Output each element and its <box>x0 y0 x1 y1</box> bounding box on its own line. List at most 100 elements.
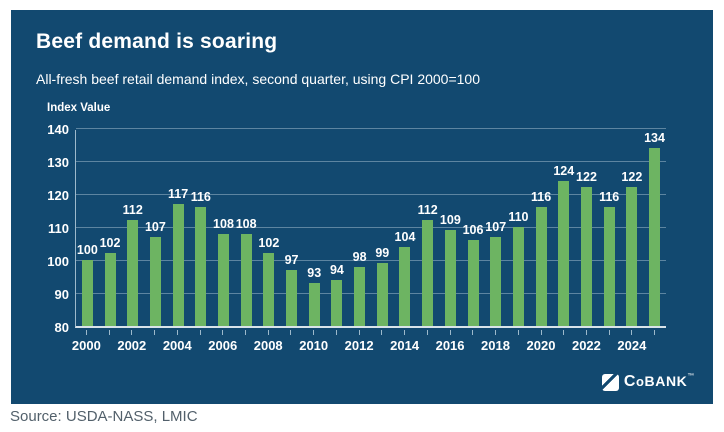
bar-slot-2009: 97 <box>280 130 303 326</box>
x-tick-2000 <box>75 330 98 335</box>
x-tick-label-2018: 2018 <box>481 338 510 353</box>
x-tick-2015 <box>416 330 439 335</box>
bar-slot-2018: 107 <box>484 130 507 326</box>
bar-value-label-2016: 109 <box>439 213 461 228</box>
bar-value-label-2011: 94 <box>329 262 344 277</box>
bar-value-label-2005: 116 <box>190 190 211 205</box>
x-tick-label-2022: 2022 <box>571 338 601 353</box>
bar-value-label-2024: 122 <box>621 170 643 185</box>
cobank-logo: CoBANK™ <box>601 373 695 391</box>
x-tick-label-2020: 2020 <box>526 338 556 353</box>
bar-slot-2008: 102 <box>258 130 281 326</box>
x-tick-2010 <box>302 330 325 335</box>
bar-slot-2010: 93 <box>303 130 326 326</box>
bar-slot-2025: 134 <box>643 130 666 326</box>
y-axis-labels: 80 90 100 110 120 130 140 <box>25 122 69 335</box>
bar-value-label-2004: 117 <box>168 186 189 201</box>
bar-value-label-2012: 98 <box>352 249 367 264</box>
x-tick-2002 <box>120 330 143 335</box>
y-axis-title: Index Value <box>47 102 111 114</box>
bar-value-label-2009: 97 <box>284 252 299 267</box>
bar-value-label-2000: 100 <box>76 243 98 257</box>
chart-subtitle: All-fresh beef retail demand index, seco… <box>36 71 481 87</box>
x-tick-label-2000: 2000 <box>71 338 101 353</box>
y-tick-label-80: 80 <box>54 320 69 335</box>
x-tick-2008 <box>257 330 280 335</box>
logo-letter-c: C <box>623 373 636 390</box>
x-ticks-row <box>75 330 666 335</box>
x-tick-label-2004: 2004 <box>162 338 192 353</box>
bar-2000 <box>81 260 93 326</box>
bar-2024 <box>626 187 638 326</box>
bar-value-label-2010: 93 <box>307 266 322 281</box>
logo-letters-bank: BANK <box>644 373 688 389</box>
bar-slot-2016: 109 <box>439 130 462 326</box>
bar-slot-2005: 116 <box>189 130 212 326</box>
x-tick-2024 <box>621 330 644 335</box>
bar-2018 <box>490 236 502 326</box>
bar-2006 <box>217 233 229 326</box>
x-tick-2020 <box>530 330 553 335</box>
bar-slot-2020: 116 <box>530 130 553 326</box>
source-citation: Source: USDA-NASS, LMIC <box>10 408 198 425</box>
bar-slot-2022: 122 <box>575 130 598 326</box>
bar-value-label-2021: 124 <box>553 163 575 178</box>
bar-value-label-2013: 99 <box>375 246 390 261</box>
trademark-symbol: ™ <box>687 373 695 380</box>
bar-slot-2014: 104 <box>394 130 417 326</box>
x-tick-label-2012: 2012 <box>344 338 374 353</box>
x-tick-2011 <box>325 330 348 335</box>
bar-value-label-2015: 112 <box>417 203 438 218</box>
x-tick-2006 <box>211 330 234 335</box>
bar-value-label-2002: 112 <box>122 203 143 218</box>
bar-2008 <box>263 253 275 326</box>
bar-2022 <box>580 187 592 326</box>
plot-area: 100 102 112 107 117 116 108 108 102 97 93 94 98 99 104… <box>75 128 666 328</box>
x-tick-2004 <box>166 330 189 335</box>
x-tick-label-2008: 2008 <box>253 338 283 353</box>
bar-value-label-2001: 102 <box>99 236 121 251</box>
bar-2004 <box>172 203 184 326</box>
bar-slot-2007: 108 <box>235 130 258 326</box>
bar-slot-2015: 112 <box>416 130 439 326</box>
bar-value-label-2006: 108 <box>213 216 234 231</box>
bar-2025 <box>649 147 661 326</box>
gridline-110 <box>76 227 666 228</box>
bar-slot-2006: 108 <box>212 130 235 326</box>
bar-2020 <box>535 207 547 326</box>
bar-2021 <box>558 180 570 326</box>
bar-value-label-2020: 116 <box>531 190 552 205</box>
bar-slot-2001: 102 <box>99 130 122 326</box>
x-tick-2019 <box>507 330 530 335</box>
x-tick-2016 <box>439 330 462 335</box>
chart-card: Beef demand is soaring All-fresh beef re… <box>11 10 713 404</box>
gridline-90 <box>76 293 666 294</box>
x-tick-label-2014: 2014 <box>390 338 420 353</box>
gridline-120 <box>76 194 666 195</box>
x-tick-2003 <box>143 330 166 335</box>
x-tick-2012 <box>348 330 371 335</box>
x-tick-2021 <box>552 330 575 335</box>
bar-value-label-2014: 104 <box>394 229 416 244</box>
bar-2016 <box>444 230 456 326</box>
x-tick-label-2016: 2016 <box>435 338 465 353</box>
bar-2009 <box>286 269 298 326</box>
bar-2003 <box>149 236 161 326</box>
bar-value-label-2003: 107 <box>144 219 166 234</box>
x-tick-2001 <box>98 330 121 335</box>
bar-slot-2013: 99 <box>371 130 394 326</box>
bar-2019 <box>512 227 524 326</box>
bar-2005 <box>195 207 207 326</box>
bar-slot-2017: 106 <box>462 130 485 326</box>
cobank-logo-text: CoBANK™ <box>624 373 695 391</box>
gridline-140 <box>76 128 666 129</box>
bar-slot-2024: 122 <box>621 130 644 326</box>
bar-slot-2019: 110 <box>507 130 530 326</box>
bar-2015 <box>422 220 434 326</box>
bar-2002 <box>127 220 139 326</box>
x-tick-label-2010: 2010 <box>299 338 329 353</box>
y-tick-label-120: 120 <box>47 188 69 203</box>
logo-letter-o: o <box>636 374 645 389</box>
bar-value-label-2019: 110 <box>508 210 529 224</box>
